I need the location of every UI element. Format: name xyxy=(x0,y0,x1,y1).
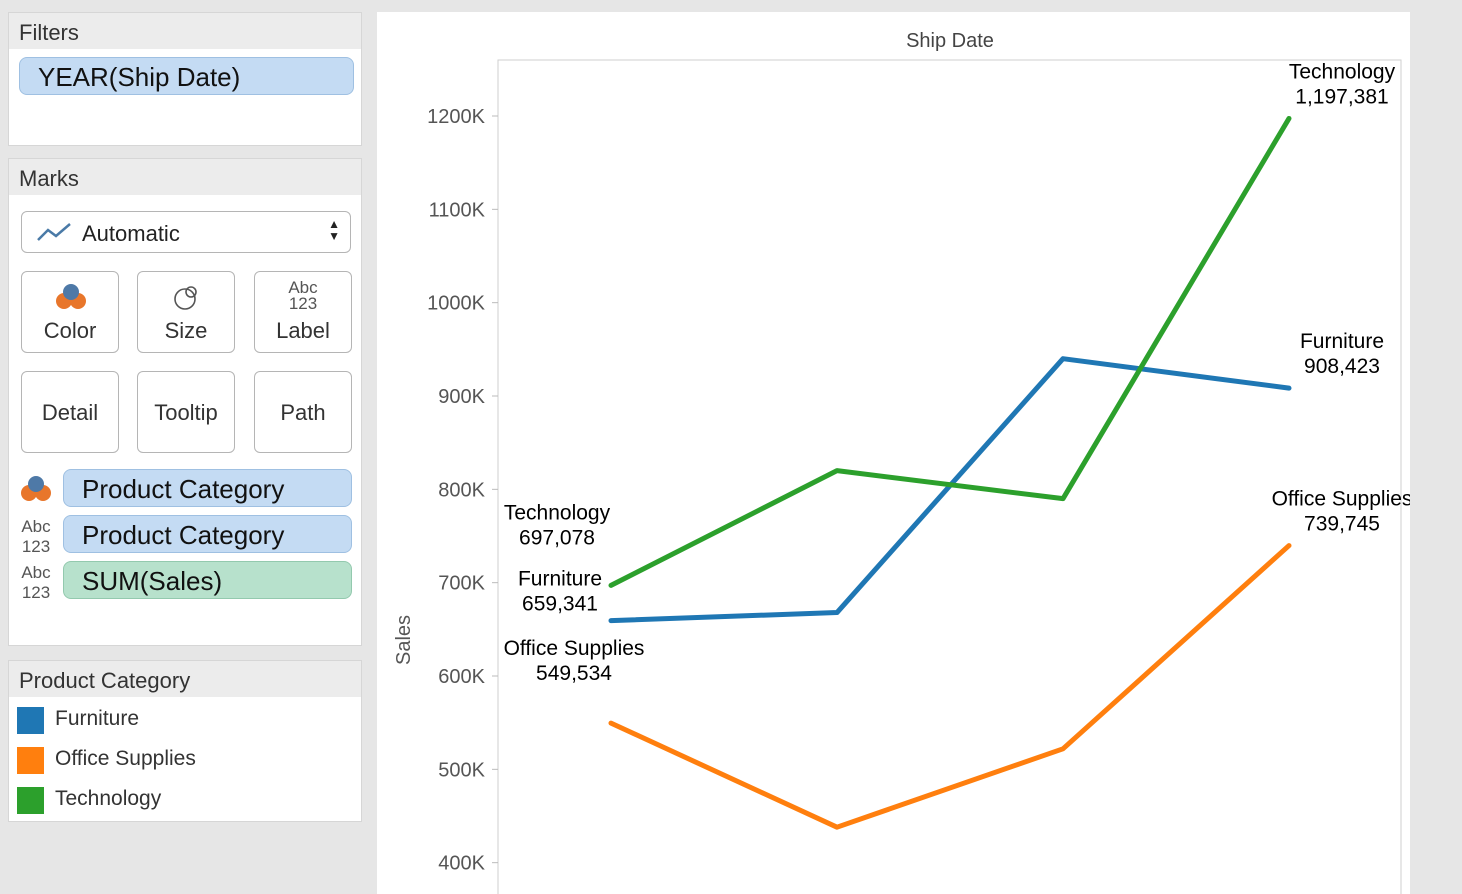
data-label-furniture-end: Furniture 908,423 xyxy=(1300,330,1384,378)
y-tick-label: 600K xyxy=(438,666,485,688)
shelf-pill-label-sum-sales[interactable]: SUM(Sales) xyxy=(63,561,352,599)
y-tick-label: 1000K xyxy=(427,293,485,315)
legend-card: Product Category Furniture Office Suppli… xyxy=(8,660,362,822)
y-tick-label: 500K xyxy=(438,759,485,781)
size-icon xyxy=(174,286,197,310)
size-button[interactable]: Size xyxy=(137,271,235,353)
y-tick-label: 1100K xyxy=(429,199,486,221)
legend-swatch xyxy=(17,707,44,734)
color-button[interactable]: Color xyxy=(21,271,119,353)
y-axis-label: Sales xyxy=(393,615,415,665)
shelf-pill-color-product-category[interactable]: Product Category xyxy=(63,469,352,507)
chart-panel: Ship Date Sales 400K 500K 600K 700K 800K 900K… xyxy=(377,12,1410,894)
line-chart-icon xyxy=(37,223,71,241)
path-button-label: Path xyxy=(280,400,326,425)
series-line-technology xyxy=(608,115,1292,588)
marks-card: Marks Automatic ▲ ▼ Color Size Abc 123 La… xyxy=(8,158,362,646)
color-icon xyxy=(56,284,86,309)
series-lines xyxy=(608,115,1292,830)
label-button-label: Label xyxy=(276,318,330,343)
data-label-office-supplies-start: Office Supplies 549,534 xyxy=(504,637,645,685)
size-button-label: Size xyxy=(164,318,208,343)
data-label-furniture-start: Furniture 659,341 xyxy=(518,568,602,616)
mark-type-dropdown[interactable]: Automatic ▲ ▼ xyxy=(21,211,351,253)
detail-button[interactable]: Detail xyxy=(21,371,119,453)
path-button[interactable]: Path xyxy=(254,371,352,453)
label-icon: Abc 123 xyxy=(288,278,318,313)
detail-button-label: Detail xyxy=(41,400,99,425)
data-label-technology-start: Technology 697,078 xyxy=(504,501,611,549)
label-icon: Abc 123 xyxy=(21,563,51,602)
filters-header: Filters xyxy=(9,13,361,49)
filters-card: Filters YEAR(Ship Date) xyxy=(8,12,362,146)
y-tick-label: 900K xyxy=(438,386,485,408)
legend-label: Office Supplies xyxy=(55,747,196,770)
y-tick-label: 800K xyxy=(438,479,485,501)
color-icon xyxy=(19,471,53,509)
sales-line-chart: Ship Date Sales 400K 500K 600K 700K 800K 900K… xyxy=(393,30,1410,894)
legend-label: Furniture xyxy=(55,707,140,730)
label-button[interactable]: Abc 123 Label xyxy=(254,271,352,353)
data-label-technology-end: Technology 1,197,381 xyxy=(1289,60,1396,108)
series-line-furniture xyxy=(608,356,1292,624)
y-axis: 400K 500K 600K 700K 800K 900K 1000K 1100K 1200K xyxy=(427,106,498,875)
y-tick-label: 400K xyxy=(438,853,485,875)
legend-label: Technology xyxy=(55,787,162,810)
legend-header: Product Category xyxy=(9,661,361,697)
y-tick-label: 700K xyxy=(438,573,485,595)
tooltip-button[interactable]: Tooltip xyxy=(137,371,235,453)
mark-type-label: Automatic xyxy=(82,221,180,246)
data-label-office-supplies-end: Office Supplies 739,745 xyxy=(1272,488,1410,536)
plot-area-border xyxy=(497,59,1402,894)
y-tick-label: 1200K xyxy=(427,106,485,128)
data-labels: Furniture 659,341 Furniture 908,423 Office S… xyxy=(504,60,1410,685)
series-line-office-supplies xyxy=(608,543,1292,830)
marks-header: Marks xyxy=(9,159,361,195)
tooltip-button-label: Tooltip xyxy=(154,400,218,425)
chart-title: Ship Date xyxy=(906,30,994,52)
legend-swatch xyxy=(17,787,44,814)
filter-pill-year-ship-date[interactable]: YEAR(Ship Date) xyxy=(19,57,354,95)
label-icon: Abc 123 xyxy=(21,517,51,556)
color-button-label: Color xyxy=(43,318,97,343)
legend-swatch xyxy=(17,747,44,774)
dropdown-arrows-icon: ▲ ▼ xyxy=(328,217,340,243)
shelf-pill-label-product-category[interactable]: Product Category xyxy=(63,515,352,553)
